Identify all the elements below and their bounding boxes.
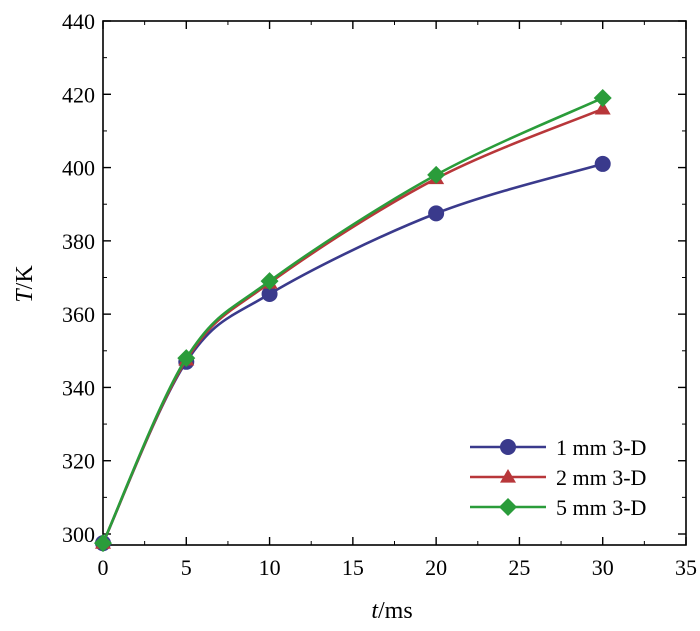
legend-item-2: 2 mm 3-D	[470, 465, 646, 490]
legend-label: 5 mm 3-D	[556, 495, 646, 520]
series-1	[95, 155, 611, 552]
data-point	[94, 534, 112, 553]
data-point	[260, 272, 279, 291]
series-2	[95, 100, 611, 549]
legend-marker	[499, 498, 517, 516]
legend-label: 1 mm 3-D	[556, 435, 646, 460]
legend-marker	[500, 439, 516, 455]
data-point	[177, 349, 196, 368]
x-axis-title-rest: /ms	[378, 598, 413, 624]
data-point	[593, 88, 612, 107]
data-point	[427, 165, 446, 184]
legend-item-3: 5 mm 3-D	[470, 495, 646, 520]
x-tick-label: 25	[508, 555, 530, 580]
x-tick-label: 20	[425, 555, 447, 580]
y-axis-title-rest: /K	[12, 265, 38, 290]
x-tick-label: 0	[98, 555, 109, 580]
x-tick-label: 30	[592, 555, 614, 580]
x-tick-label: 10	[259, 555, 281, 580]
data-point	[594, 100, 611, 115]
y-tick-label: 440	[62, 9, 95, 34]
data-point	[261, 285, 278, 302]
legend-item-1: 1 mm 3-D	[470, 435, 646, 460]
series-line	[101, 162, 604, 544]
x-tick-label: 5	[181, 555, 192, 580]
data-point	[594, 155, 611, 172]
x-tick-label: 15	[342, 555, 364, 580]
data-point	[428, 205, 445, 222]
x-axis-title: t/ms	[371, 598, 412, 624]
y-tick-label: 340	[62, 375, 95, 400]
y-tick-label: 300	[62, 522, 95, 547]
y-tick-label: 360	[62, 302, 95, 327]
legend-marker	[500, 469, 516, 483]
series-3	[94, 88, 612, 553]
x-axis-title-italic: t	[371, 598, 379, 624]
legend-label: 2 mm 3-D	[556, 465, 646, 490]
y-tick-label: 400	[62, 156, 95, 181]
y-tick-label: 380	[62, 229, 95, 254]
y-tick-label: 420	[62, 82, 95, 107]
x-tick-label: 35	[675, 555, 697, 580]
y-tick-label: 320	[62, 449, 95, 474]
y-axis-title-italic: T	[12, 288, 38, 303]
y-axis-title: T/K	[12, 265, 38, 303]
